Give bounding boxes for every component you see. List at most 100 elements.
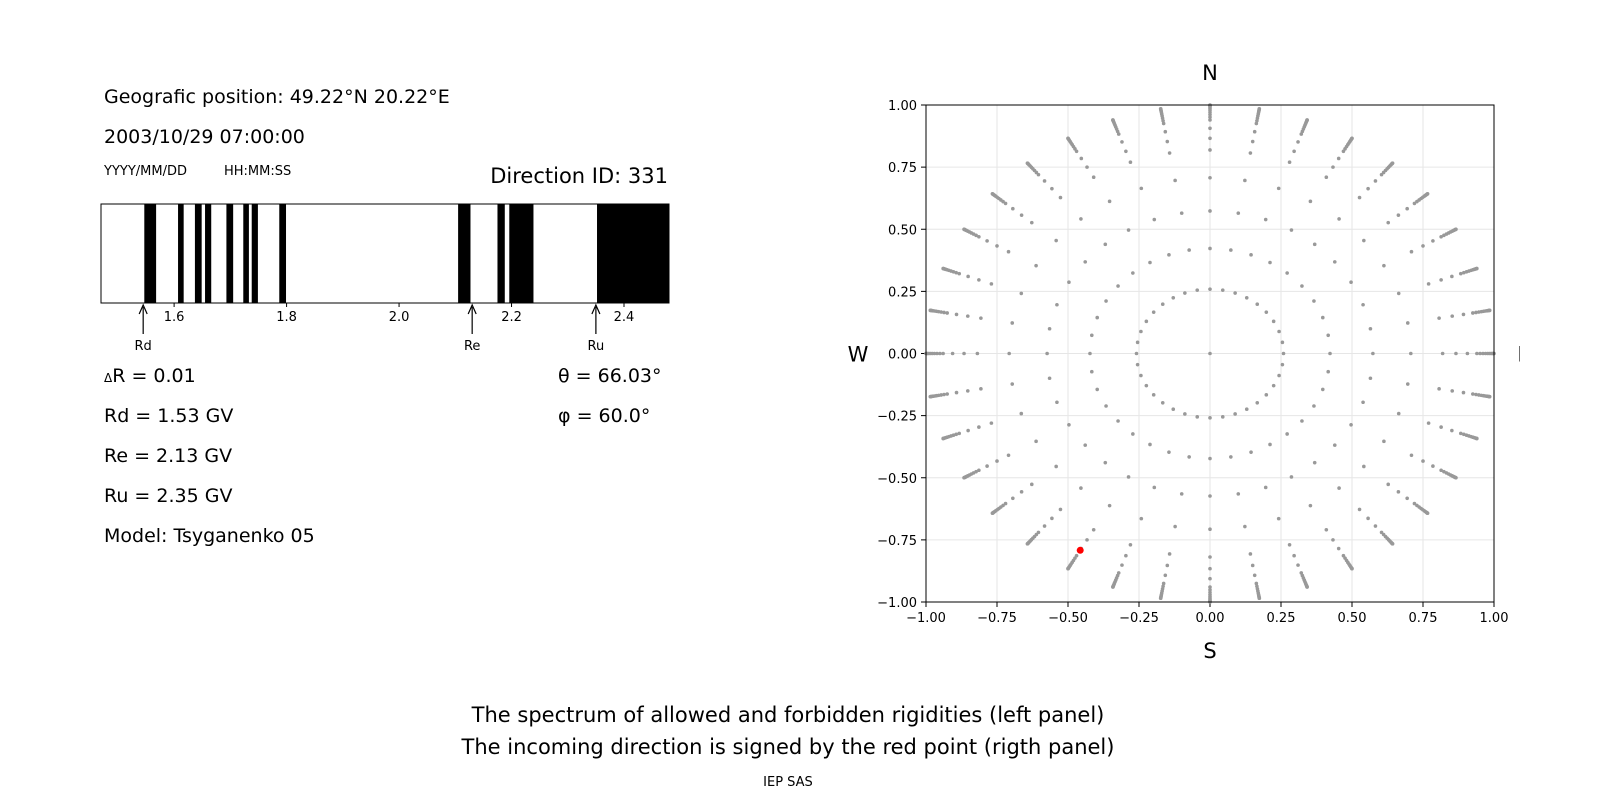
direction-point	[1003, 201, 1008, 206]
x-tick-label: 0.25	[1267, 611, 1296, 626]
direction-point	[1104, 299, 1108, 303]
direction-point	[1255, 400, 1260, 405]
direction-point	[1396, 291, 1401, 296]
direction-point	[1366, 186, 1370, 191]
y-tick-label: 0.25	[888, 285, 917, 300]
direction-point	[1116, 419, 1120, 423]
direction-point	[941, 266, 945, 271]
direction-point	[1450, 314, 1455, 318]
direction-point	[1167, 450, 1171, 454]
direction-point	[1249, 253, 1253, 257]
direction-point	[995, 244, 999, 248]
direction-point	[1308, 199, 1313, 204]
direction-point	[1324, 527, 1329, 532]
direction-point	[1305, 585, 1309, 589]
marker-label: Rd	[135, 339, 152, 354]
direction-point	[1163, 573, 1168, 578]
direction-point	[1067, 422, 1071, 427]
direction-point	[985, 239, 989, 243]
marker-arrow-head	[138, 303, 148, 315]
direction-point	[1305, 118, 1309, 122]
direction-point	[1158, 106, 1163, 111]
direction-point	[1368, 326, 1373, 331]
direction-point	[1010, 382, 1015, 386]
direction-point	[989, 282, 994, 286]
direction-point	[1362, 464, 1366, 469]
direction-point	[1450, 389, 1455, 393]
direction-point	[1471, 311, 1475, 315]
direction-point	[1349, 422, 1353, 427]
direction-point	[1412, 201, 1417, 206]
direction-point	[1025, 542, 1030, 546]
direction-point	[1208, 136, 1212, 141]
direction-point	[1045, 351, 1049, 356]
direction-point	[1107, 199, 1112, 204]
x-tick-label: 0.75	[1409, 611, 1438, 626]
direction-point	[1405, 382, 1410, 386]
forbidden-band	[144, 204, 157, 303]
direction-point	[1054, 238, 1058, 243]
direction-point	[977, 468, 981, 473]
direction-point	[1152, 485, 1157, 490]
direction-point	[1409, 351, 1413, 356]
direction-point	[1276, 516, 1281, 521]
direction-point	[1083, 260, 1088, 264]
direction-point	[1095, 315, 1100, 320]
direction-point	[1296, 563, 1300, 567]
direction-point	[977, 425, 981, 429]
direction-point	[1095, 387, 1100, 392]
direction-point	[935, 351, 939, 356]
direction-point	[1312, 242, 1317, 247]
direction-point	[1195, 415, 1200, 419]
direction-point	[1151, 393, 1156, 397]
direction-point	[1405, 206, 1409, 211]
spectrum-tick-label: 2.2	[501, 310, 522, 325]
direction-point	[1236, 211, 1241, 215]
direction-point	[1187, 455, 1191, 459]
direction-point	[1079, 486, 1083, 490]
forbidden-band	[509, 204, 534, 303]
direction-point	[1208, 246, 1212, 251]
delta-r-text: R = 0.01	[112, 365, 196, 387]
compass-east-label: E	[1517, 343, 1520, 367]
y-tick-label: −0.75	[877, 534, 917, 549]
direction-point	[1208, 351, 1212, 356]
direction-point	[941, 436, 945, 441]
direction-point	[1349, 280, 1353, 285]
direction-point	[1091, 175, 1096, 180]
direction-point	[1431, 464, 1435, 468]
direction-point	[1382, 439, 1386, 444]
direction-point	[1151, 310, 1156, 314]
direction-point	[1386, 482, 1391, 487]
direction-point	[1208, 209, 1212, 213]
direction-point	[1163, 129, 1168, 134]
direction-point	[1010, 321, 1015, 325]
direction-point	[1249, 450, 1253, 454]
direction-point	[1161, 121, 1166, 126]
direction-point	[1244, 407, 1249, 411]
direction-point	[1220, 288, 1225, 292]
direction-point	[1362, 238, 1366, 243]
direction-points	[924, 103, 1496, 604]
direction-point	[1280, 340, 1285, 345]
direction-point	[1462, 270, 1466, 275]
direction-point	[1120, 563, 1124, 567]
direction-point	[1243, 524, 1247, 529]
direction-point	[1405, 496, 1409, 501]
direction-point	[1368, 376, 1373, 381]
direction-point	[1337, 217, 1341, 221]
direction-point	[1300, 419, 1304, 423]
direction-point	[1248, 552, 1253, 556]
direction-point	[1361, 302, 1365, 307]
direction-point	[1412, 501, 1417, 506]
forbidden-band	[279, 204, 287, 303]
direction-point	[1019, 490, 1024, 494]
scatter-frame	[925, 104, 1495, 603]
direction-point	[1183, 291, 1187, 295]
direction-point	[1462, 432, 1466, 437]
direction-point	[1124, 149, 1128, 154]
direction-point	[1487, 394, 1492, 399]
rd-value: Rd = 1.53 GV	[104, 405, 234, 427]
direction-point	[1271, 319, 1276, 324]
direction-point	[1250, 563, 1255, 568]
